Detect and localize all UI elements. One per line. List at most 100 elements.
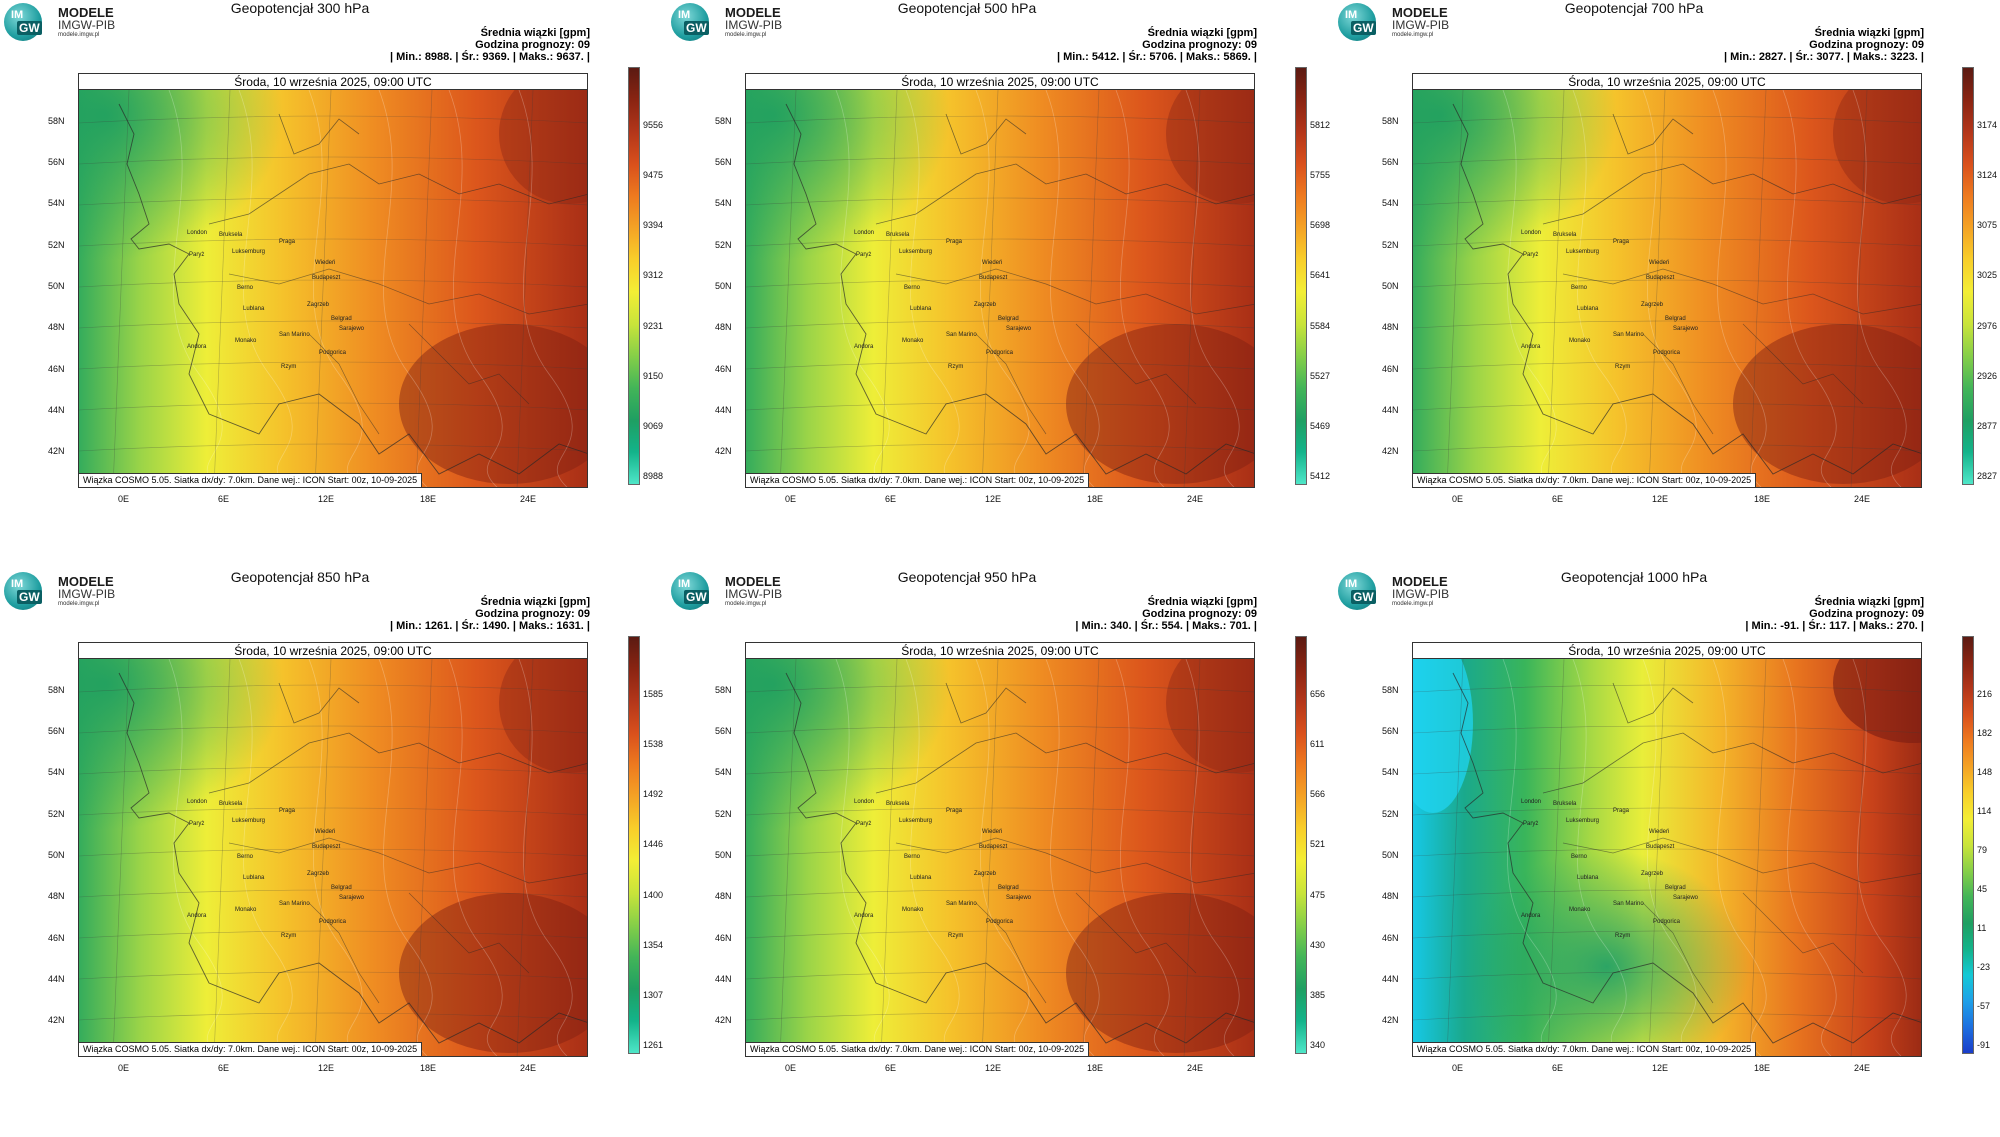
city-label: Budapeszt <box>1646 275 1675 281</box>
city-label: Budapeszt <box>1646 844 1675 850</box>
latitude-label: 42N <box>1382 446 1399 456</box>
brand-name: MODELE <box>1392 5 1448 20</box>
latitude-label: 52N <box>715 809 732 819</box>
city-label: Podgorica <box>319 350 347 356</box>
city-label: Paryż <box>189 252 205 258</box>
logo-text-top: IM <box>1345 9 1358 21</box>
latitude-label: 48N <box>1382 322 1399 332</box>
brand-name: MODELE <box>725 5 781 20</box>
city-label: Rzym <box>1615 933 1631 939</box>
colorbar <box>1962 67 1974 485</box>
info-stats: | Min.: -91. | Śr.: 117. | Maks.: 270. | <box>1745 620 1924 632</box>
colorbar-label: 5584 <box>1310 321 1331 331</box>
city-label: Luksemburg <box>899 818 933 824</box>
city-label: Berno <box>237 285 254 291</box>
city-label: Sarajewo <box>339 895 365 901</box>
city-label: London <box>854 799 875 805</box>
colorbar <box>1295 636 1307 1054</box>
latitude-label: 54N <box>1382 198 1399 208</box>
brand-name: MODELE <box>58 574 114 589</box>
latitude-label: 46N <box>48 933 65 943</box>
city-label: Paryż <box>1523 252 1539 258</box>
city-label: Luksemburg <box>899 249 933 255</box>
latitude-label: 52N <box>48 809 65 819</box>
longitude-label: 6E <box>1552 494 1564 504</box>
city-label: Lublana <box>243 875 265 881</box>
colorbar-label: 475 <box>1310 890 1326 900</box>
stats-block: Średnia wiązki [gpm] Godzina prognozy: 0… <box>390 27 590 63</box>
longitude-label: 24E <box>1187 494 1204 504</box>
city-label: San Marino <box>946 901 977 907</box>
brand-url: modele.imgw.pl <box>1392 32 1434 38</box>
logo-text-top: IM <box>678 9 691 21</box>
city-label: Belgrad <box>1665 316 1686 322</box>
city-label: Rzym <box>948 933 964 939</box>
latitude-label: 48N <box>715 891 732 901</box>
stats-block: Średnia wiązki [gpm] Godzina prognozy: 0… <box>1745 596 1924 632</box>
logo-text-bottom: GW <box>684 590 709 604</box>
longitude-label: 12E <box>1652 1063 1669 1073</box>
colorbar-label: 1400 <box>643 890 664 900</box>
imgw-logo: IM GW MODELE IMGW-PIB modele.imgw.pl <box>671 3 821 43</box>
latitude-label: 44N <box>715 974 732 984</box>
colorbar-label: 1354 <box>643 940 664 950</box>
longitude-label: 12E <box>1652 494 1669 504</box>
city-label: Podgorica <box>1653 350 1681 356</box>
city-label: Budapeszt <box>312 275 341 281</box>
city-label: Lublana <box>910 306 932 312</box>
city-label: Praga <box>279 239 296 245</box>
panel-title: Geopotencjał 300 hPa <box>230 0 370 16</box>
colorbar-label: 3075 <box>1977 220 1998 230</box>
colorbar-label: 148 <box>1977 767 1993 777</box>
colorbar-label: -57 <box>1977 1001 1991 1011</box>
city-label: Wiedeń <box>982 829 1003 835</box>
map-field <box>746 643 1254 1056</box>
colorbar-label: 114 <box>1977 806 1992 816</box>
colorbar-label: 9394 <box>643 220 664 230</box>
map-panel: IM GW MODELE IMGW-PIB modele.imgw.pl Geo… <box>1334 0 2000 568</box>
city-label: Zagrzeb <box>974 871 997 877</box>
model-footer: Wiązka COSMO 5.05. Siatka dx/dy: 7.0km. … <box>1413 473 1757 487</box>
city-label: San Marino <box>279 332 310 338</box>
city-label: Belgrad <box>998 885 1019 891</box>
latitude-label: 56N <box>1382 157 1399 167</box>
latitude-label: 42N <box>1382 1015 1399 1025</box>
latitude-label: 58N <box>1382 685 1399 695</box>
longitude-label: 12E <box>318 1063 335 1073</box>
city-label: Luksemburg <box>232 249 266 255</box>
colorbar-label: 1585 <box>643 689 664 699</box>
brand-org: IMGW-PIB <box>58 18 116 32</box>
map-field <box>1413 74 1921 487</box>
logo-text-top: IM <box>11 578 24 590</box>
info-unit: Średnia wiązki [gpm] <box>1814 596 1924 608</box>
brand-org: IMGW-PIB <box>1392 18 1450 32</box>
city-label: Praga <box>279 808 296 814</box>
longitude-label: 18E <box>420 1063 437 1073</box>
colorbar-label: 656 <box>1310 689 1326 699</box>
city-label: Bruksela <box>886 801 910 807</box>
geopotential-map: London Bruksela Paryż Luksemburg Praga Wiedeń… <box>78 642 588 1057</box>
panel-title: Geopotencjał 850 hPa <box>230 569 370 585</box>
colorbar-label: 216 <box>1977 689 1993 699</box>
longitude-label: 18E <box>1754 494 1771 504</box>
brand-url: modele.imgw.pl <box>725 601 767 607</box>
city-label: Rzym <box>281 933 297 939</box>
latitude-label: 46N <box>1382 364 1399 374</box>
city-label: Luksemburg <box>232 818 266 824</box>
colorbar <box>628 67 640 485</box>
city-label: Berno <box>237 854 254 860</box>
info-forecast-hour: Godzina prognozy: 09 <box>475 608 590 620</box>
imgw-logo: IM GW MODELE IMGW-PIB modele.imgw.pl <box>671 572 821 612</box>
city-label: Sarajewo <box>1006 326 1032 332</box>
latitude-label: 50N <box>715 850 732 860</box>
city-label: Belgrad <box>331 316 352 322</box>
latitude-label: 44N <box>48 974 65 984</box>
logo-text-bottom: GW <box>684 21 709 35</box>
city-label: Lublana <box>910 875 932 881</box>
valid-date: Środa, 10 września 2025, 09:00 UTC <box>1413 74 1921 90</box>
city-label: Monako <box>235 338 257 344</box>
map-panel: IM GW MODELE IMGW-PIB modele.imgw.pl Geo… <box>667 569 1333 1137</box>
colorbar-label: -91 <box>1977 1040 1991 1050</box>
colorbar-label: 430 <box>1310 940 1326 950</box>
latitude-label: 48N <box>48 891 65 901</box>
